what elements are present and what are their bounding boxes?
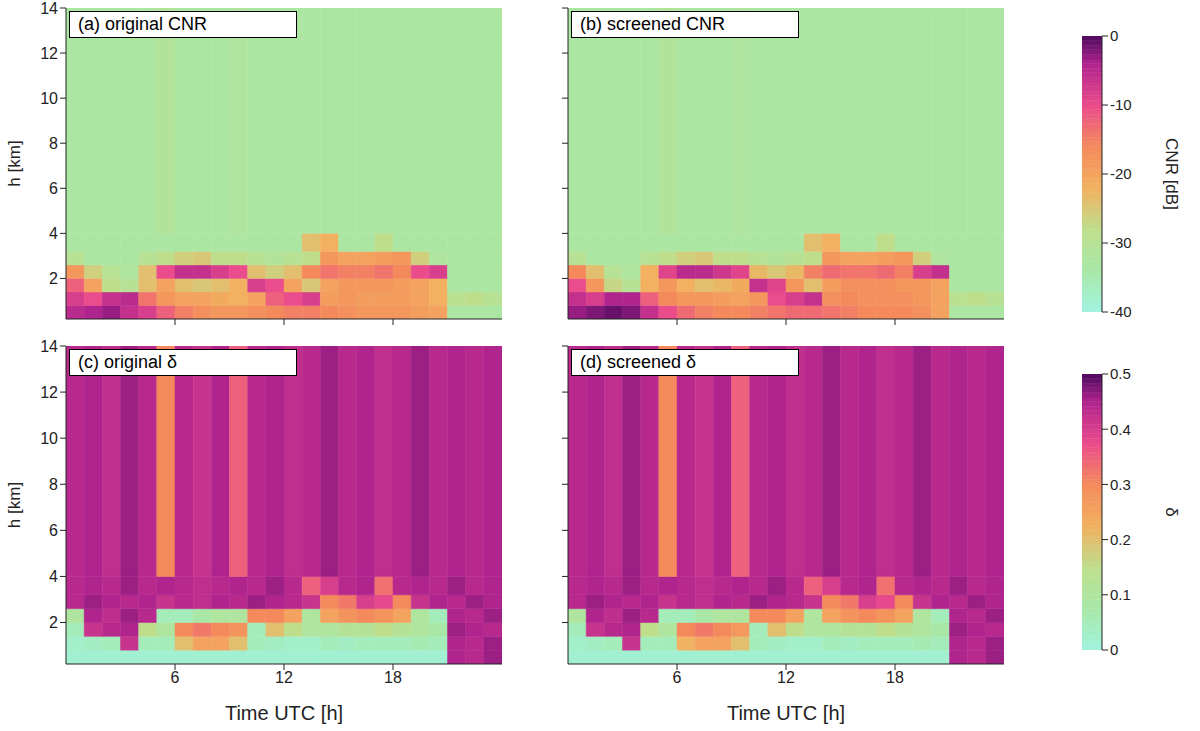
svg-text:0: 0 (1110, 27, 1118, 44)
svg-text:0: 0 (1110, 641, 1118, 658)
svg-text:12: 12 (40, 45, 58, 62)
svg-text:h [km]: h [km] (5, 482, 24, 528)
html-text:(a) original CNR: (a) original CNR (78, 14, 207, 34)
svg-text:18: 18 (384, 669, 402, 686)
svg-text:6: 6 (171, 669, 180, 686)
svg-text:12: 12 (275, 669, 293, 686)
svg-text:4: 4 (49, 225, 58, 242)
svg-text:Time UTC [h]: Time UTC [h] (225, 702, 343, 724)
svg-text:0.5: 0.5 (1110, 365, 1131, 382)
svg-text:18: 18 (886, 669, 904, 686)
svg-text:6: 6 (49, 180, 58, 197)
html-text:(b) screened CNR: (b) screened CNR (580, 14, 725, 34)
html-text:(d) screened δ: (d) screened δ (580, 352, 697, 372)
svg-text:2: 2 (49, 270, 58, 287)
svg-text:0.4: 0.4 (1110, 421, 1131, 438)
svg-text:10: 10 (40, 90, 58, 107)
svg-text:h [km]: h [km] (5, 140, 24, 186)
svg-text:-10: -10 (1110, 96, 1132, 113)
svg-text:Time UTC [h]: Time UTC [h] (727, 702, 845, 724)
svg-text:-30: -30 (1110, 234, 1132, 251)
svg-text:8: 8 (49, 135, 58, 152)
svg-text:14: 14 (40, 0, 58, 17)
html-text:(c) original δ: (c) original δ (78, 352, 177, 372)
svg-text:-40: -40 (1110, 303, 1132, 320)
svg-text:6: 6 (49, 522, 58, 539)
svg-text:6: 6 (673, 669, 682, 686)
svg-text:8: 8 (49, 476, 58, 493)
svg-text:CNR [dB]: CNR [dB] (1162, 138, 1180, 210)
svg-text:12: 12 (777, 669, 795, 686)
svg-text:2: 2 (49, 614, 58, 631)
svg-text:0.2: 0.2 (1110, 531, 1131, 548)
svg-text:0.3: 0.3 (1110, 476, 1131, 493)
svg-text:14: 14 (40, 338, 58, 355)
svg-text:4: 4 (49, 568, 58, 585)
svg-text:10: 10 (40, 430, 58, 447)
svg-text:12: 12 (40, 384, 58, 401)
svg-text:-20: -20 (1110, 165, 1132, 182)
svg-text:δ: δ (1162, 507, 1180, 516)
svg-text:0.1: 0.1 (1110, 586, 1131, 603)
